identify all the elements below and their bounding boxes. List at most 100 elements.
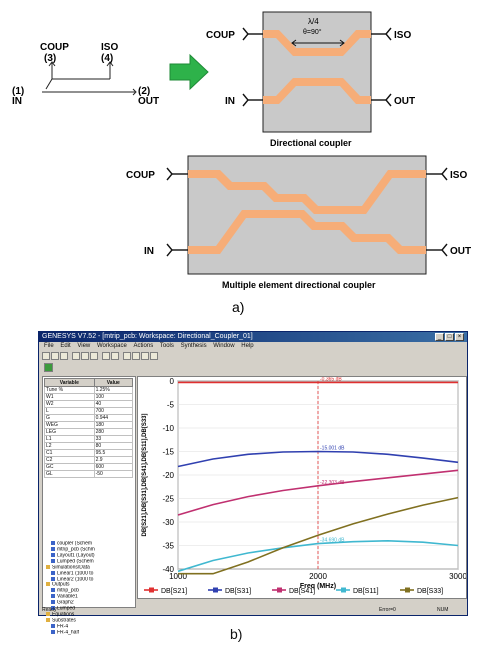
tree-item[interactable]: Variable1 [45, 594, 131, 600]
variable-value[interactable]: 40 [93, 400, 134, 408]
tree-item[interactable]: Outputs [45, 582, 131, 588]
maximize-icon[interactable]: □ [445, 333, 454, 341]
variable-row[interactable]: WEG 180 [44, 421, 134, 429]
menu-workspace[interactable]: Workspace [96, 343, 127, 349]
variable-row[interactable]: C1 95.5 [44, 449, 134, 457]
variable-row[interactable]: L2 80 [44, 442, 134, 450]
print-icon[interactable] [111, 352, 119, 360]
status-error: Error=0 [379, 607, 396, 613]
close-icon[interactable]: × [455, 333, 464, 341]
variable-name: L [44, 407, 95, 415]
y-axis-label: DB[S21],DB[S31],DB[S41],DB[S11],DB[S33] [142, 413, 148, 536]
minimize-icon[interactable]: _ [435, 333, 444, 341]
tree-item-label: Graph2 [57, 600, 74, 606]
tree-item[interactable]: FR-4 [45, 623, 131, 630]
sparam-plot: 0 -5 -10 -15 -20 -25 -30 -35 -40 1000 2000 3000 Freq… [137, 376, 467, 599]
variable-row[interactable]: L 700 [44, 407, 134, 415]
grid-icon[interactable] [141, 352, 149, 360]
legend-label: DB[S41] [289, 588, 315, 595]
variable-value[interactable]: 80 [93, 442, 134, 450]
variable-value[interactable]: 2.9 [93, 456, 134, 464]
variable-name: LEG [44, 428, 95, 436]
undo-icon[interactable] [102, 352, 110, 360]
variable-value[interactable]: 600 [93, 463, 134, 471]
series-line-dbs31 [177, 450, 459, 468]
multiple-coupler-box [187, 155, 427, 275]
variable-row[interactable]: LEG 280 [44, 428, 134, 436]
tree-item[interactable]: Layout1 (Layout) [45, 552, 131, 559]
tree-item[interactable]: Lumped [45, 606, 131, 612]
variable-row[interactable]: L1 33 [44, 435, 134, 443]
tree-item-label: FR-4_half [57, 629, 79, 636]
variable-row[interactable]: GC 600 [44, 463, 134, 471]
tree-item[interactable]: Linear1 (1000 to [45, 570, 131, 577]
folder-icon [46, 582, 50, 587]
y-tick-label: -20 [162, 471, 174, 480]
open-icon[interactable] [51, 352, 59, 360]
variable-value[interactable]: 700 [93, 407, 134, 415]
document-icon [51, 546, 55, 551]
marker-readout: -34.690 dB [320, 538, 345, 544]
variable-value[interactable]: 100 [93, 393, 134, 401]
variable-row[interactable]: GL -50 [44, 470, 134, 478]
variable-row[interactable]: G 0.944 [44, 414, 134, 422]
legend-label: DB[S21] [161, 588, 187, 595]
tree-item[interactable]: mtrip_pcb [45, 588, 131, 594]
marker-readout: -22.303 dB [320, 480, 345, 486]
title-bar: GENESYS V7.52 - [mtrip_pcb: Workspace: D… [39, 332, 467, 342]
x-tick-label: 2000 [309, 572, 327, 581]
document-icon [51, 576, 55, 581]
variable-value[interactable]: 180 [93, 421, 134, 429]
dir-coup-label: COUP [206, 30, 235, 41]
tree-item-label: mtrip_pcb (Schm [57, 546, 95, 553]
tree-item[interactable]: FR-4_half [45, 629, 131, 636]
menu-file[interactable]: File [44, 343, 54, 349]
toolbar [42, 352, 242, 361]
tree-item[interactable]: mtrip_pcb (Schm [45, 546, 131, 553]
variable-name: C2 [44, 456, 95, 464]
cut-icon[interactable] [72, 352, 80, 360]
run-icon[interactable] [44, 363, 53, 372]
copy-icon[interactable] [81, 352, 89, 360]
variable-value[interactable]: 280 [93, 428, 134, 436]
tree-item[interactable]: Linear2 (1000 to [45, 576, 131, 583]
tree-item[interactable]: Lumped (Schem [45, 558, 131, 565]
variable-row[interactable]: W1 100 [44, 393, 134, 401]
variable-value[interactable]: -50 [93, 470, 134, 478]
menu-view[interactable]: View [77, 343, 91, 349]
tree-item[interactable]: Substrates [45, 617, 131, 624]
variable-value[interactable]: 1.25% [93, 386, 134, 394]
variable-row[interactable]: Tune % 1.25% [44, 386, 134, 394]
menu-edit[interactable]: Edit [60, 343, 71, 349]
tree-item[interactable]: Equations [45, 612, 131, 618]
new-icon[interactable] [42, 352, 50, 360]
genesys-window: GENESYS V7.52 - [mtrip_pcb: Workspace: D… [38, 331, 468, 635]
paste-icon[interactable] [90, 352, 98, 360]
document-icon [51, 570, 55, 575]
basic-port1-num: (1) [12, 86, 24, 97]
variable-row[interactable]: W2 40 [44, 400, 134, 408]
tree-item[interactable]: Simulations/Data [45, 564, 131, 571]
pencil-icon[interactable] [150, 352, 158, 360]
tree-item[interactable]: Graph2 [45, 600, 131, 606]
tree-item-label: Layout1 (Layout) [57, 552, 95, 559]
dir-theta-label: θ=90° [303, 28, 322, 36]
legend-marker [341, 587, 346, 593]
variable-value[interactable]: 33 [93, 435, 134, 443]
menu-synthesis[interactable]: Synthesis [180, 343, 207, 349]
save-icon[interactable] [60, 352, 68, 360]
variable-value[interactable]: 0.944 [93, 414, 134, 422]
menu-window[interactable]: Window [213, 343, 235, 349]
menu-help[interactable]: Help [241, 343, 254, 349]
menu-actions[interactable]: Actions [133, 343, 154, 349]
folder-icon [46, 564, 50, 569]
tree-item-label: Outputs [52, 582, 70, 588]
menu-tools[interactable]: Tools [159, 343, 174, 349]
tune-icon[interactable] [123, 352, 131, 360]
var-header-name: Variable [44, 378, 95, 387]
variable-row[interactable]: C2 2.9 [44, 456, 134, 464]
zoom-icon[interactable] [132, 352, 140, 360]
variable-value[interactable]: 95.5 [93, 449, 134, 457]
tree-item[interactable]: coupler (Schem [45, 541, 131, 547]
green-arrow-icon [169, 53, 209, 91]
